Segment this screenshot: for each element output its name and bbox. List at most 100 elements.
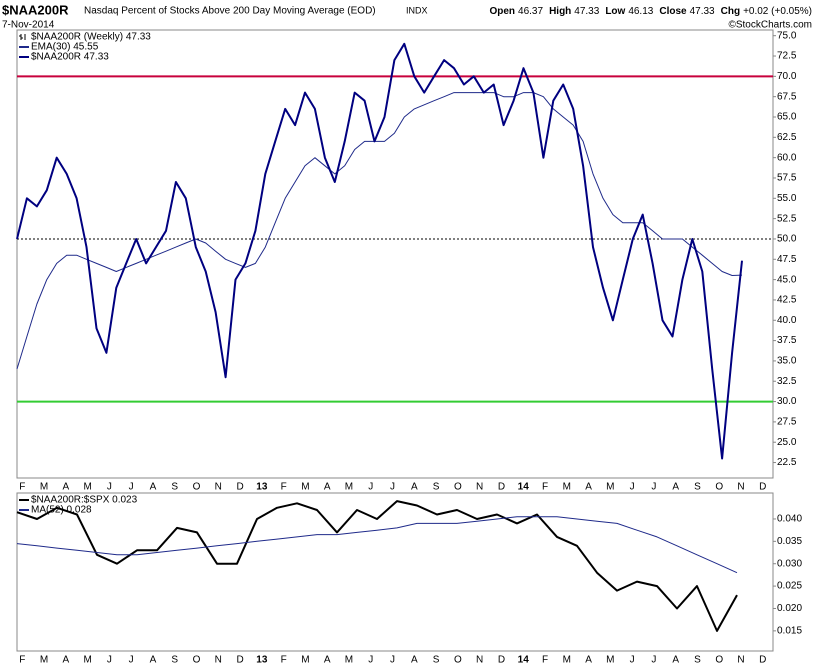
panel-frame [16, 29, 774, 479]
quote-value: +0.02 (+0.05%) [743, 6, 812, 17]
x-tick-label: F [542, 482, 548, 493]
x-tick-label: M [563, 655, 571, 666]
x-tick-label: F [542, 655, 548, 666]
x-tick-label: A [411, 655, 418, 666]
y-tick-label: 22.5 [777, 457, 797, 468]
y-tick-label: 0.035 [777, 536, 802, 547]
x-tick-label: N [476, 655, 483, 666]
date: 7-Nov-2014 [2, 20, 55, 31]
exchange: INDX [406, 5, 428, 15]
y-tick-label: 42.5 [777, 295, 797, 306]
x-tick-label: O [715, 482, 723, 493]
y-tick-label: 0.020 [777, 603, 802, 614]
x-tick-label: M [563, 482, 571, 493]
x-tick-label: J [368, 482, 373, 493]
quote-label: Close [659, 6, 687, 17]
x-tick-label: M [83, 482, 91, 493]
credit: ©StockCharts.com [728, 20, 812, 31]
y-tick-label: 0.015 [777, 625, 802, 636]
x-tick-label: J [630, 482, 635, 493]
x-tick-label: J [390, 655, 395, 666]
x-tick-label: F [19, 482, 25, 493]
x-tick-label: J [107, 482, 112, 493]
x-tick-label: S [433, 655, 440, 666]
x-tick-label: O [193, 482, 201, 493]
x-tick-label: A [63, 482, 70, 493]
x-tick-label: D [498, 655, 505, 666]
x-tick-label: 14 [518, 482, 530, 493]
x-tick-label: D [236, 655, 243, 666]
x-tick-label: N [215, 482, 222, 493]
x-tick-label: J [129, 655, 134, 666]
x-tick-label: M [606, 482, 614, 493]
y-tick-label: 30.0 [777, 396, 797, 407]
x-tick-label: J [651, 482, 656, 493]
x-tick-label: N [737, 482, 744, 493]
legend-icon [19, 34, 26, 40]
x-tick-label: D [759, 655, 766, 666]
x-tick-label: D [498, 482, 505, 493]
x-tick-label: J [107, 655, 112, 666]
x-tick-label: A [324, 482, 331, 493]
series-line [16, 92, 743, 370]
quote: Open 46.37 High 47.33 Low 46.13 Close 47.33 Chg +… [489, 6, 812, 17]
y-tick-label: 75.0 [777, 30, 797, 41]
legend-label: EMA(30) 45.55 [31, 42, 99, 53]
x-tick-label: O [193, 655, 201, 666]
x-tick-label: D [759, 482, 766, 493]
x-tick-label: D [236, 482, 243, 493]
x-tick-label: A [324, 655, 331, 666]
quote-value: 47.33 [574, 6, 599, 17]
quote-text: Open 46.37 High 47.33 Low 46.13 Close 47.33 Chg +… [489, 6, 812, 17]
quote-label: Chg [721, 6, 740, 17]
x-tick-label: M [83, 655, 91, 666]
x-tick-label: A [63, 655, 70, 666]
y-tick-label: 35.0 [777, 356, 797, 367]
x-tick-label: M [606, 655, 614, 666]
quote-label: Low [605, 6, 625, 17]
y-tick-label: 0.030 [777, 558, 802, 569]
x-tick-label: F [281, 482, 287, 493]
series-line [16, 516, 738, 574]
y-tick-label: 62.5 [777, 132, 797, 143]
description: Nasdaq Percent of Stocks Above 200 Day M… [84, 6, 376, 17]
x-tick-label: 14 [518, 655, 530, 666]
legend-label: MA(52) 0.028 [31, 505, 92, 516]
x-tick-label: S [171, 655, 178, 666]
y-tick-label: 72.5 [777, 51, 797, 62]
x-tick-label: A [585, 655, 592, 666]
quote-value: 46.13 [628, 6, 653, 17]
y-tick-label: 50.0 [777, 234, 797, 245]
legend-label: $NAA200R:$SPX 0.023 [31, 495, 138, 506]
quote-label: High [549, 6, 571, 17]
x-tick-label: A [150, 482, 157, 493]
x-tick-label: O [715, 655, 723, 666]
x-tick-label: M [301, 482, 309, 493]
y-tick-label: 37.5 [777, 335, 797, 346]
y-tick-label: 47.5 [777, 254, 797, 265]
symbol: $NAA200R [2, 2, 69, 17]
panel-frame [16, 492, 774, 652]
y-tick-label: 60.0 [777, 152, 797, 163]
quote-label: Open [489, 6, 515, 17]
x-tick-label: J [630, 655, 635, 666]
x-tick-label: N [476, 482, 483, 493]
x-tick-label: A [672, 482, 679, 493]
series-line [16, 500, 738, 632]
x-tick-label: M [301, 655, 309, 666]
y-tick-label: 55.0 [777, 193, 797, 204]
y-tick-label: 40.0 [777, 315, 797, 326]
x-tick-label: S [171, 482, 178, 493]
x-tick-label: J [390, 482, 395, 493]
x-tick-label: N [215, 655, 222, 666]
y-tick-label: 45.0 [777, 274, 797, 285]
x-tick-label: M [345, 655, 353, 666]
x-tick-label: M [40, 482, 48, 493]
x-tick-label: F [19, 655, 25, 666]
x-tick-label: A [672, 655, 679, 666]
x-tick-label: A [411, 482, 418, 493]
y-tick-label: 65.0 [777, 112, 797, 123]
x-tick-label: 13 [256, 655, 268, 666]
x-tick-label: O [454, 655, 462, 666]
